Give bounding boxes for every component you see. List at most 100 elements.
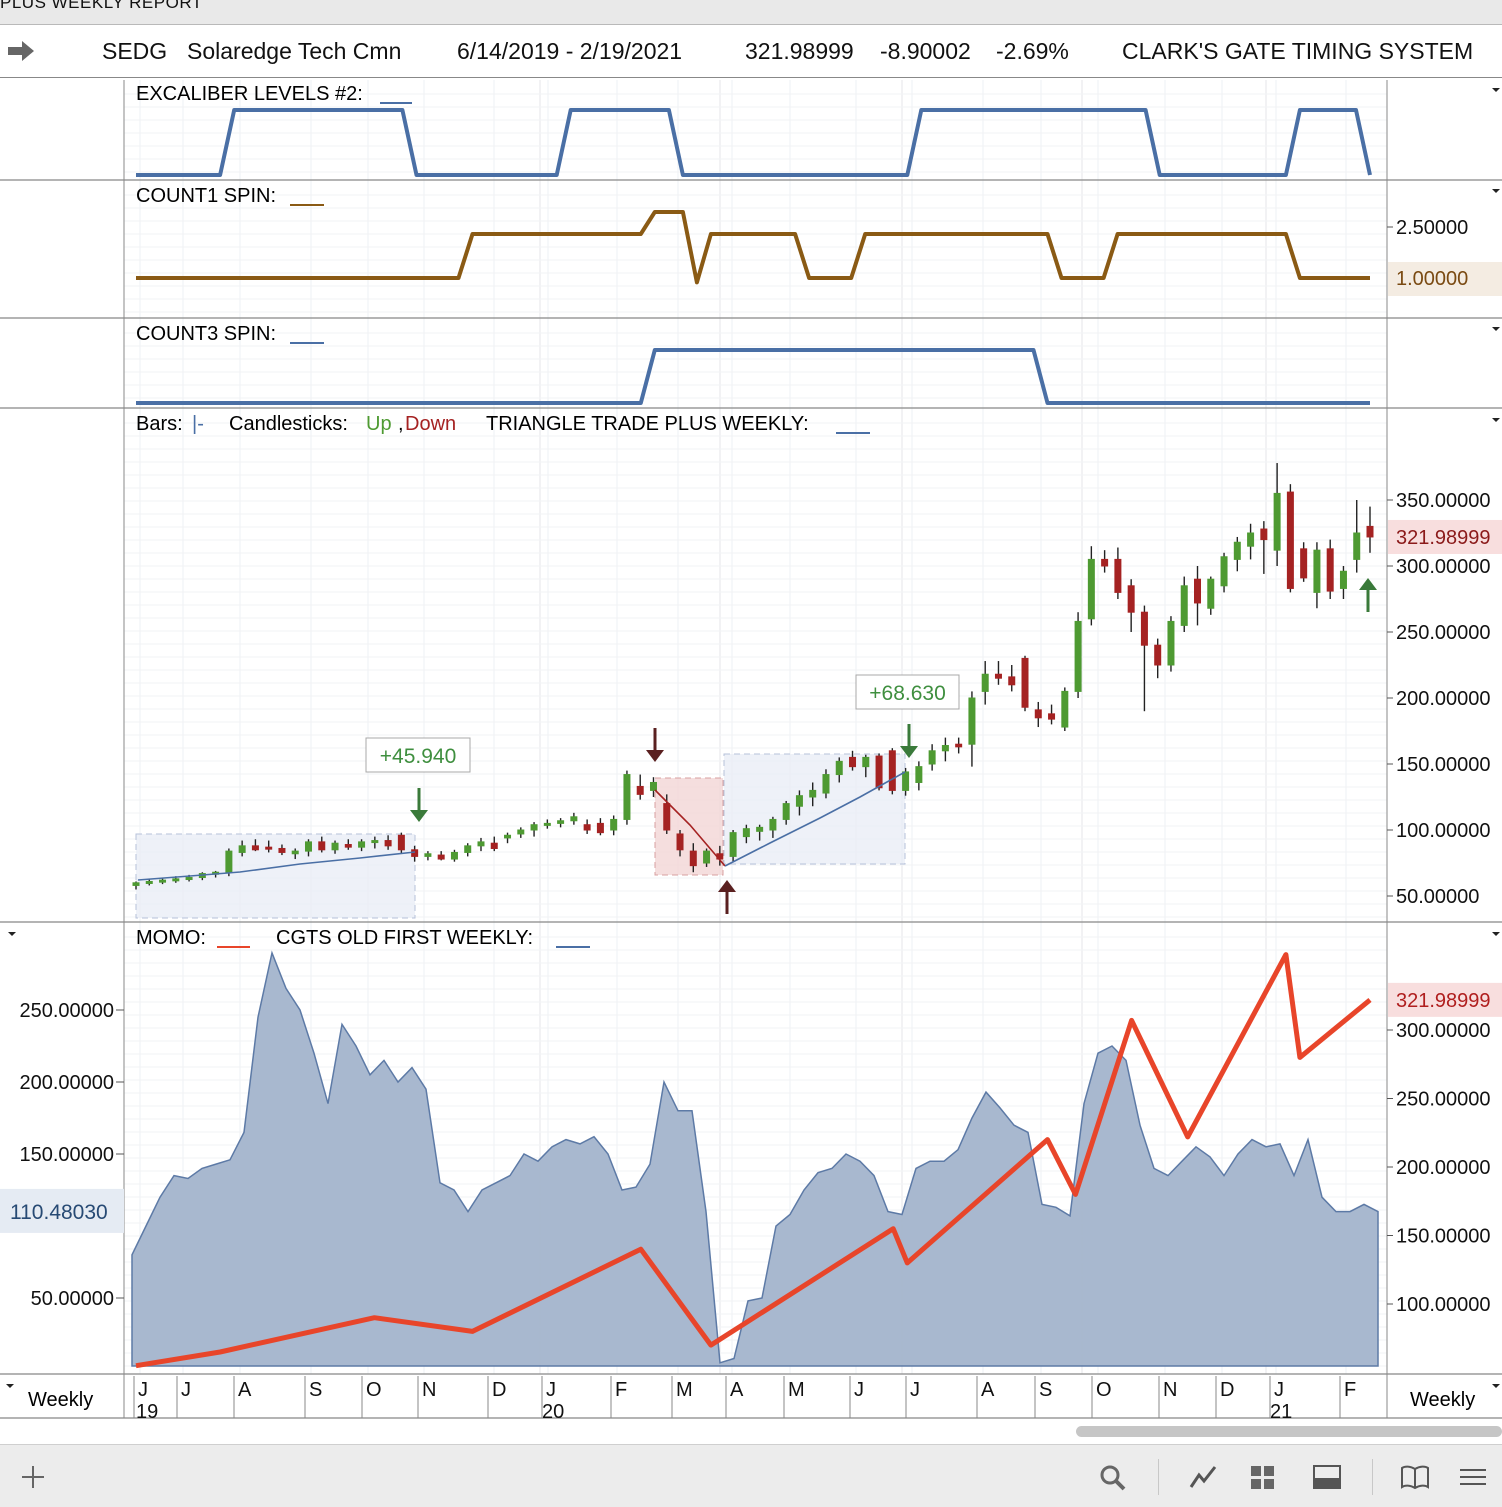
candle	[1300, 542, 1308, 582]
cgts-current-badge	[0, 1188, 124, 1233]
candle	[464, 843, 472, 857]
candle	[397, 832, 405, 854]
year-label: 20	[542, 1401, 564, 1423]
candle	[517, 827, 525, 838]
add-icon[interactable]	[18, 1463, 48, 1491]
candle	[729, 830, 737, 862]
candle	[132, 881, 140, 890]
arrow-head	[1359, 578, 1377, 590]
candle-body	[636, 785, 644, 795]
candle	[795, 790, 803, 816]
annotation-box	[855, 674, 960, 710]
month-label: O	[366, 1379, 382, 1401]
candle-body	[265, 846, 273, 850]
panel-menu-caret-icon[interactable]	[1492, 418, 1500, 422]
candle-body	[756, 826, 764, 832]
period-menu-caret-icon[interactable]	[1492, 1384, 1500, 1388]
month-label: J	[181, 1379, 191, 1401]
candle	[928, 744, 936, 771]
menu-icon[interactable]	[1458, 1463, 1488, 1491]
count3-label: COUNT3 SPIN:	[136, 323, 276, 345]
window-titlebar: PLUS WEEKLY REPORT	[0, 0, 1502, 25]
price-tick: 100.00000	[1396, 820, 1491, 842]
cgts-label: CGTS OLD FIRST WEEKLY:	[276, 927, 533, 949]
annotations: +45.940 +68.630	[365, 578, 1377, 914]
panel-menu-caret-icon[interactable]	[1492, 189, 1500, 193]
candle-body	[729, 832, 737, 857]
candle	[490, 836, 498, 852]
search-icon[interactable]	[1098, 1463, 1128, 1491]
month-label: M	[676, 1379, 693, 1401]
momo-line	[135, 952, 1372, 1369]
candle-body	[1154, 644, 1162, 666]
panel-menu-caret-icon[interactable]	[1492, 932, 1500, 936]
candle-body	[689, 850, 697, 867]
month-label: F	[615, 1379, 627, 1401]
candle-body	[835, 760, 843, 776]
period-right[interactable]: Weekly	[1410, 1389, 1475, 1411]
excaliber-plot	[136, 108, 1372, 177]
candle	[875, 753, 883, 791]
last-price: 321.98999	[745, 38, 854, 64]
candle-body	[875, 755, 883, 789]
candle-body	[1207, 578, 1215, 609]
horizontal-scrollbar[interactable]	[1076, 1426, 1502, 1437]
month-label: A	[730, 1379, 744, 1401]
count1-current-value: 1.00000	[1396, 268, 1468, 290]
month-label: O	[1096, 1379, 1112, 1401]
buy-arrow-down-icon	[900, 724, 918, 758]
count1-line	[136, 210, 1370, 285]
panel-menu-caret-icon[interactable]	[1492, 327, 1500, 331]
candle	[371, 836, 379, 849]
candle	[888, 748, 896, 795]
candle	[1061, 687, 1069, 731]
candle	[941, 737, 949, 762]
candle	[1220, 552, 1228, 593]
line-chart-icon[interactable]	[1188, 1463, 1218, 1491]
candle-body	[649, 781, 657, 791]
cover-arrow-up-icon	[718, 880, 736, 914]
chart-area[interactable]: EXCALIBER LEVELS #2: COUNT1 SPIN: COUNT3…	[0, 0, 1502, 1444]
sell-arrow-down-icon	[646, 728, 664, 762]
candle	[610, 815, 618, 836]
candle	[1260, 521, 1268, 574]
period-left[interactable]: Weekly	[28, 1389, 93, 1411]
month-label: J	[854, 1379, 864, 1401]
arrow-right-icon[interactable]	[6, 39, 36, 63]
candle-body	[1048, 713, 1056, 720]
candle	[676, 830, 684, 857]
candle-body	[1167, 620, 1175, 666]
momo-tick: 200.00000	[1396, 1157, 1491, 1179]
price-study-label: TRIANGLE TRADE PLUS WEEKLY:	[486, 413, 809, 435]
candle-body	[1008, 676, 1016, 686]
panel-frames	[0, 80, 1502, 1419]
y-axes: 2.50000 1.00000 350.00000 300.00000 250.0000…	[0, 217, 1502, 1316]
panel-layout-icon[interactable]	[1312, 1463, 1342, 1491]
candle	[318, 836, 326, 853]
candle	[450, 849, 458, 862]
candle	[424, 851, 432, 861]
month-label: D	[492, 1379, 506, 1401]
candle-body	[450, 851, 458, 860]
month-label: A	[238, 1379, 252, 1401]
period-menu-caret-icon[interactable]	[6, 1384, 14, 1388]
panel-menu-caret-icon[interactable]	[8, 932, 16, 936]
trade-box-3	[723, 753, 906, 865]
trend-line-3	[724, 771, 906, 867]
candle	[1326, 539, 1334, 599]
candle	[849, 750, 857, 771]
price-legend-up: Up	[366, 413, 392, 435]
panel-menu-caret-icon[interactable]	[1492, 88, 1500, 92]
candle-body	[795, 795, 803, 807]
candle-body	[291, 850, 299, 855]
candle-body	[596, 822, 604, 834]
grid-layout-icon[interactable]	[1248, 1463, 1278, 1491]
candle-body	[1339, 570, 1347, 589]
candle-body	[703, 850, 711, 864]
candle	[437, 851, 445, 861]
book-icon[interactable]	[1400, 1463, 1430, 1491]
candle-body	[185, 877, 193, 881]
symbol[interactable]: SEDG	[102, 38, 168, 64]
candle-body	[742, 828, 750, 838]
candle-body	[304, 841, 312, 852]
